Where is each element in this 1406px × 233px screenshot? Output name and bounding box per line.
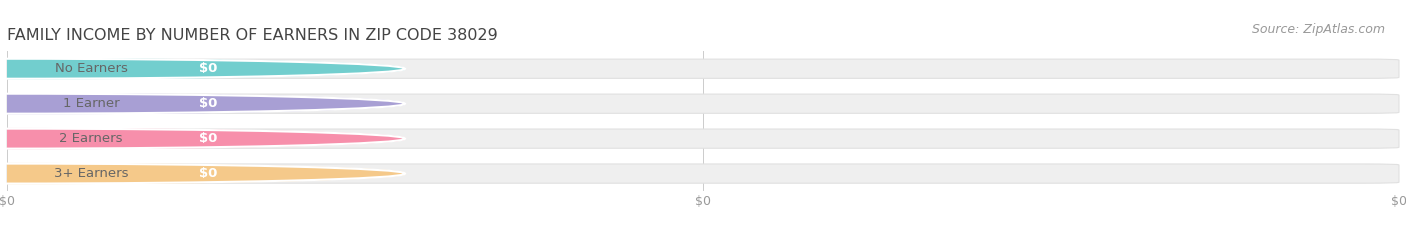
Text: 2 Earners: 2 Earners bbox=[59, 132, 122, 145]
FancyBboxPatch shape bbox=[7, 164, 1399, 183]
Text: 1 Earner: 1 Earner bbox=[63, 97, 120, 110]
Circle shape bbox=[0, 164, 405, 184]
Text: $0: $0 bbox=[198, 167, 217, 180]
FancyBboxPatch shape bbox=[11, 97, 172, 111]
FancyBboxPatch shape bbox=[11, 132, 172, 146]
Text: 3+ Earners: 3+ Earners bbox=[53, 167, 128, 180]
FancyBboxPatch shape bbox=[7, 164, 222, 183]
Text: Source: ZipAtlas.com: Source: ZipAtlas.com bbox=[1251, 23, 1385, 36]
Text: $0: $0 bbox=[198, 97, 217, 110]
Text: $0: $0 bbox=[198, 132, 217, 145]
Text: $0: $0 bbox=[198, 62, 217, 75]
Text: No Earners: No Earners bbox=[55, 62, 128, 75]
Text: FAMILY INCOME BY NUMBER OF EARNERS IN ZIP CODE 38029: FAMILY INCOME BY NUMBER OF EARNERS IN ZI… bbox=[7, 28, 498, 43]
Circle shape bbox=[0, 59, 405, 79]
FancyBboxPatch shape bbox=[7, 94, 1399, 113]
Circle shape bbox=[0, 129, 405, 149]
FancyBboxPatch shape bbox=[7, 59, 222, 78]
FancyBboxPatch shape bbox=[7, 129, 1399, 148]
FancyBboxPatch shape bbox=[11, 167, 172, 181]
FancyBboxPatch shape bbox=[11, 62, 172, 76]
FancyBboxPatch shape bbox=[7, 129, 222, 148]
FancyBboxPatch shape bbox=[7, 59, 1399, 78]
Circle shape bbox=[0, 94, 405, 114]
FancyBboxPatch shape bbox=[7, 94, 222, 113]
